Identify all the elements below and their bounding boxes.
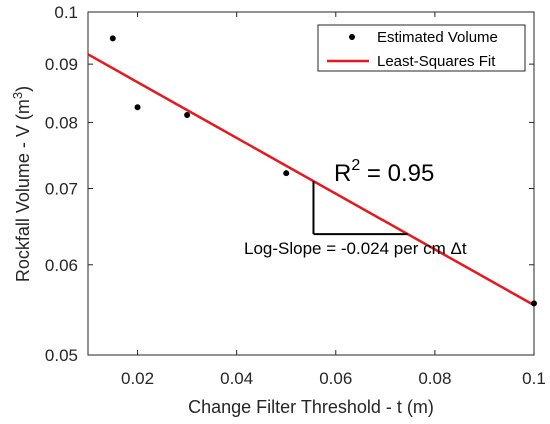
fit-line <box>87 53 535 307</box>
fit-layer <box>87 53 535 307</box>
y-tick-label: 0.08 <box>45 113 78 132</box>
x-tick-label: 0.08 <box>418 369 451 388</box>
legend-label-estimated-volume: Estimated Volume <box>377 29 498 46</box>
r-squared-sup: 2 <box>351 157 360 174</box>
y-tick-label: 0.09 <box>45 55 78 74</box>
x-axis-label: Change Filter Threshold - t (m) <box>188 397 434 417</box>
data-point <box>184 112 191 119</box>
legend-marker-estimated-volume <box>349 34 355 40</box>
x-tick-label: 0.06 <box>319 369 352 388</box>
legend: Estimated Volume Least-Squares Fit <box>317 24 526 72</box>
data-point <box>109 35 116 42</box>
legend-box <box>317 24 526 72</box>
r-squared-base: R <box>334 160 351 187</box>
legend-label-least-squares-fit: Least-Squares Fit <box>377 53 496 70</box>
x-tick-label: 0.04 <box>220 369 253 388</box>
axis-ticks: 0.02 0.04 0.06 0.08 0.1 0.05 0.06 0.07 0.08 0.09 0… <box>45 3 546 388</box>
y-axis-label-end: ) <box>13 86 33 92</box>
slope-triangle <box>312 181 408 236</box>
data-point <box>531 300 537 307</box>
y-axis-label: Rockfall Volume - V (m3) <box>10 86 33 282</box>
r-squared-value: = 0.95 <box>360 160 434 187</box>
r-squared-annotation: R2 = 0.95 <box>334 157 434 187</box>
data-point <box>283 170 290 177</box>
x-tick-label: 0.02 <box>121 369 154 388</box>
points-layer <box>109 35 537 307</box>
x-tick-label: 0.1 <box>522 369 546 388</box>
y-tick-label: 0.05 <box>45 346 78 365</box>
log-slope-annotation: Log-Slope = -0.024 per cm Δt <box>244 239 467 258</box>
y-axis-label-main: Rockfall Volume - V (m <box>13 99 33 282</box>
data-point <box>134 104 141 111</box>
y-tick-label: 0.07 <box>45 179 78 198</box>
y-tick-label: 0.06 <box>45 256 78 275</box>
y-axis-label-sup: 3 <box>10 92 25 99</box>
y-tick-label: 0.1 <box>54 3 78 22</box>
